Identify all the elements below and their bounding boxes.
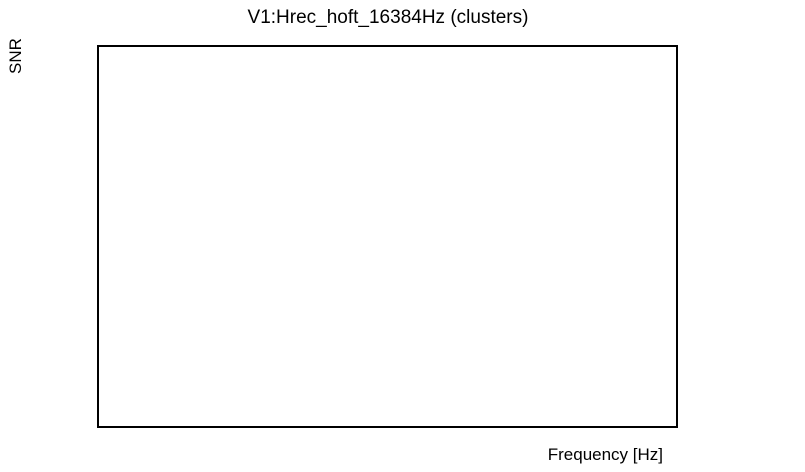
plot-frame	[97, 45, 678, 428]
x-axis-title: Frequency [Hz]	[548, 445, 663, 464]
y-axis-title: SNR	[6, 38, 25, 74]
chart-title: V1:Hrec_hoft_16384Hz (clusters)	[248, 7, 529, 28]
